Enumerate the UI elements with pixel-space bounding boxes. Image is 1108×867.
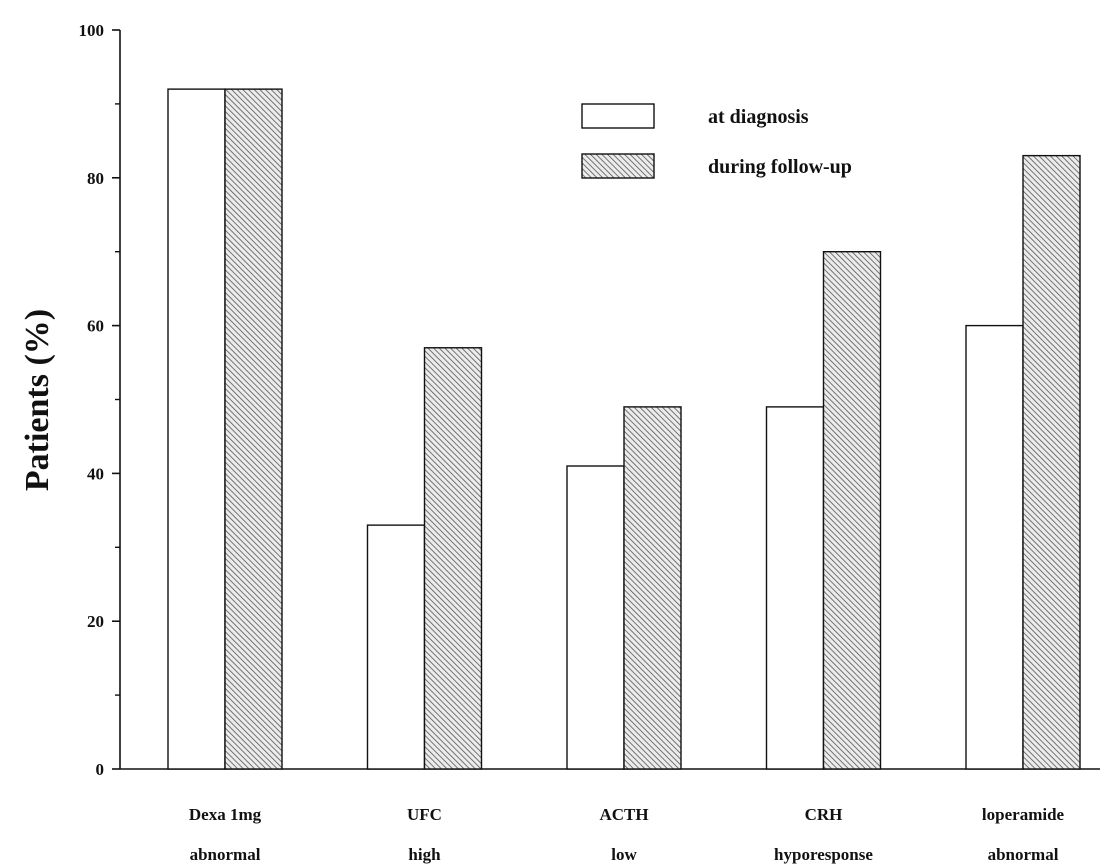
legend: at diagnosis during follow-up: [581, 103, 852, 179]
x-category-label: ACTH: [599, 805, 648, 824]
bars: [167, 88, 1081, 770]
legend-swatch-during-follow-up: [581, 153, 655, 179]
y-tick-label: 100: [79, 21, 105, 40]
legend-label-at-diagnosis: at diagnosis: [708, 106, 809, 128]
bar-during-follow-up-2: [623, 406, 682, 770]
legend-swatch-at-diagnosis: [581, 103, 655, 129]
bar-during-follow-up-1: [423, 347, 483, 770]
bar-at-diagnosis-3: [765, 406, 825, 770]
legend-label-during-follow-up: during follow-up: [708, 156, 852, 178]
bar-at-diagnosis-1: [366, 524, 426, 770]
y-axis-label: Patients (%): [19, 309, 56, 491]
x-category-label: CRH: [805, 805, 843, 824]
x-category-label: Dexa 1mg: [189, 805, 262, 824]
x-category-label: high: [408, 845, 441, 864]
x-category-label: abnormal: [190, 845, 261, 864]
x-category-label: hyporesponse: [774, 845, 873, 864]
y-tick-label: 60: [87, 317, 104, 336]
bar-during-follow-up-3: [822, 250, 882, 770]
x-axis-labels: Dexa 1mg abnormal UFC high ACTH low CRH hypores…: [189, 805, 1065, 864]
bar-during-follow-up-0: [224, 88, 283, 770]
y-tick-label: 0: [96, 760, 105, 779]
x-category-label: low: [611, 845, 637, 864]
y-tick-label: 80: [87, 169, 104, 188]
bar-at-diagnosis-2: [566, 465, 625, 770]
x-category-label: UFC: [407, 805, 442, 824]
bar-at-diagnosis-0: [167, 88, 226, 770]
x-category-label: abnormal: [988, 845, 1059, 864]
y-tick-label: 40: [87, 464, 104, 483]
bar-during-follow-up-4: [1022, 154, 1081, 770]
x-category-label: loperamide: [982, 805, 1065, 824]
axes: 0 20 40 60 80 100: [79, 21, 1100, 779]
y-tick-label: 20: [87, 612, 104, 631]
bar-at-diagnosis-4: [965, 324, 1024, 770]
